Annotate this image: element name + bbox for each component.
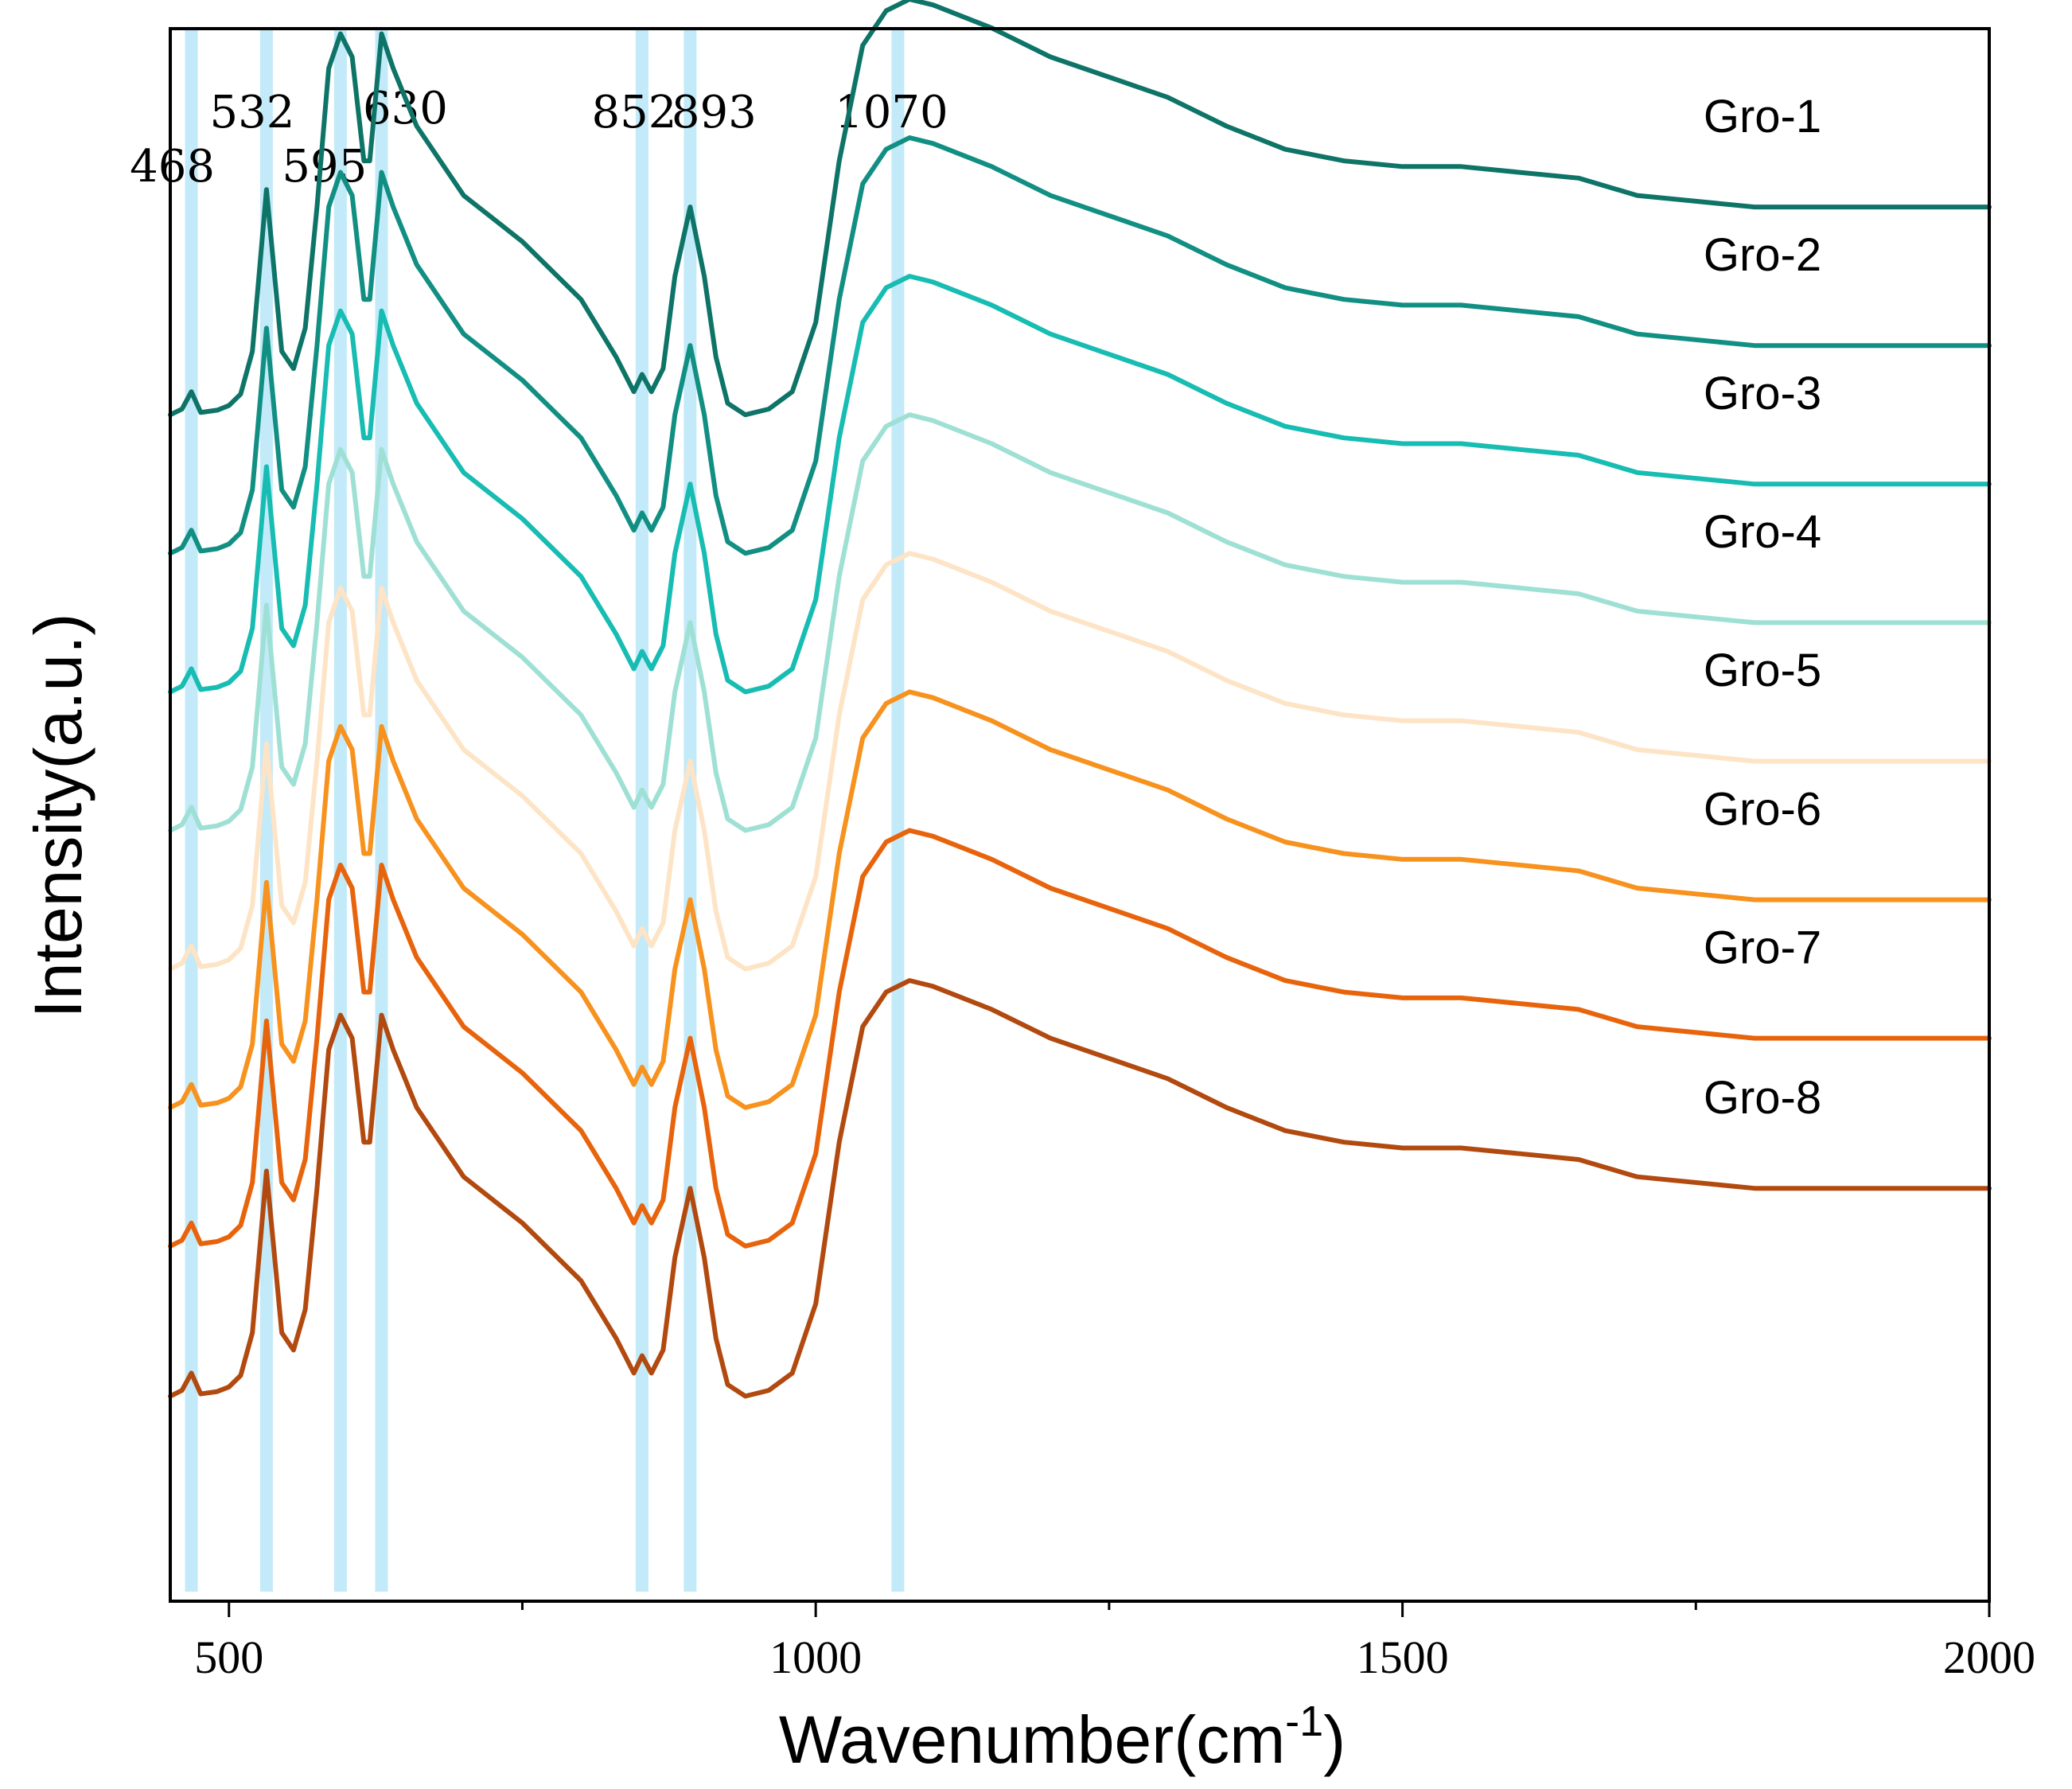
peak-label-893: 893 xyxy=(672,87,757,138)
series-line-gro-8 xyxy=(168,978,1992,1399)
y-axis-title: Intensity(a.u.) xyxy=(21,614,95,1019)
series-label-gro-6: Gro-6 xyxy=(1704,783,1821,835)
series-labels: Gro-1 Gro-2 Gro-3 Gro-4 Gro-5 Gro-6 Gro-7 Gro-8 xyxy=(1704,91,1821,1124)
series-line-gro-5 xyxy=(168,551,1992,972)
series-line-gro-1 xyxy=(168,0,1992,418)
plot-frame xyxy=(169,27,1991,1603)
peak-band-893 xyxy=(684,29,697,1592)
peak-band-630 xyxy=(375,29,388,1592)
series-label-gro-7: Gro-7 xyxy=(1704,922,1821,973)
series-label-gro-8: Gro-8 xyxy=(1704,1072,1821,1124)
series-line-gro-4 xyxy=(168,412,1992,833)
x-tick-label-2000: 2000 xyxy=(1943,1631,2035,1683)
peak-band-852 xyxy=(635,29,648,1592)
x-axis-title-superscript: -1 xyxy=(1285,1697,1323,1745)
series-line-gro-6 xyxy=(168,689,1992,1110)
x-tick-label-500: 500 xyxy=(194,1631,263,1683)
x-axis-title: Wavenumber(cm-1) xyxy=(779,1697,1346,1777)
peak-band-1070 xyxy=(891,29,905,1592)
peak-band-595 xyxy=(333,29,347,1592)
series-label-gro-3: Gro-3 xyxy=(1704,368,1821,419)
peak-label-532: 532 xyxy=(209,87,294,138)
spectra-series xyxy=(168,0,1992,1399)
x-axis-ticks: 500 1000 1500 2000 xyxy=(194,1601,2035,1683)
peak-label-852: 852 xyxy=(591,87,676,138)
series-line-gro-2 xyxy=(168,135,1992,556)
x-tick-label-1500: 1500 xyxy=(1357,1631,1449,1683)
series-label-gro-4: Gro-4 xyxy=(1704,506,1821,558)
series-line-gro-7 xyxy=(168,828,1992,1249)
x-axis-title-close: ) xyxy=(1323,1702,1346,1777)
series-label-gro-2: Gro-2 xyxy=(1704,229,1821,281)
series-line-gro-3 xyxy=(168,274,1992,695)
x-tick-label-1000: 1000 xyxy=(769,1631,862,1683)
peak-label-595: 595 xyxy=(282,141,367,193)
series-label-gro-5: Gro-5 xyxy=(1704,645,1821,696)
series-label-gro-1: Gro-1 xyxy=(1704,91,1821,142)
peak-label-468: 468 xyxy=(130,141,215,193)
